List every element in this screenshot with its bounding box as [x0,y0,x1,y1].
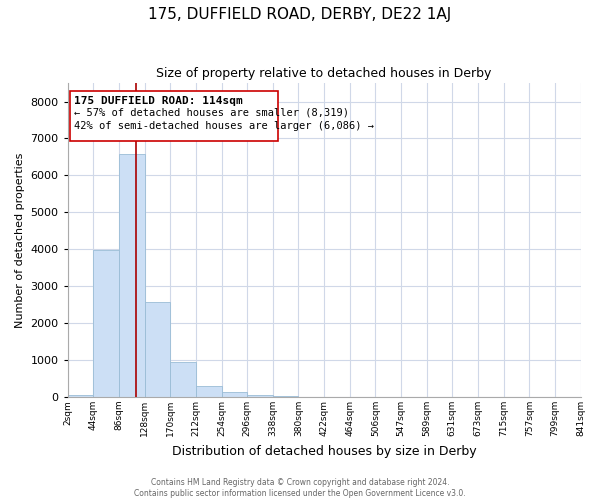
Bar [196,386,221,397]
Bar [247,395,273,397]
Y-axis label: Number of detached properties: Number of detached properties [15,152,25,328]
Text: 42% of semi-detached houses are larger (6,086) →: 42% of semi-detached houses are larger (… [74,121,374,131]
Bar [68,395,94,397]
Text: 175 DUFFIELD ROAD: 114sqm: 175 DUFFIELD ROAD: 114sqm [74,96,242,106]
Title: Size of property relative to detached houses in Derby: Size of property relative to detached ho… [157,68,492,80]
Bar [119,154,145,397]
Text: 175, DUFFIELD ROAD, DERBY, DE22 1AJ: 175, DUFFIELD ROAD, DERBY, DE22 1AJ [148,8,452,22]
Bar [273,396,298,397]
Bar [94,250,119,397]
Bar [170,362,196,397]
Bar [145,302,170,397]
Text: ← 57% of detached houses are smaller (8,319): ← 57% of detached houses are smaller (8,… [74,108,349,118]
X-axis label: Distribution of detached houses by size in Derby: Distribution of detached houses by size … [172,444,476,458]
Bar [221,392,247,397]
FancyBboxPatch shape [70,91,278,142]
Text: Contains HM Land Registry data © Crown copyright and database right 2024.
Contai: Contains HM Land Registry data © Crown c… [134,478,466,498]
